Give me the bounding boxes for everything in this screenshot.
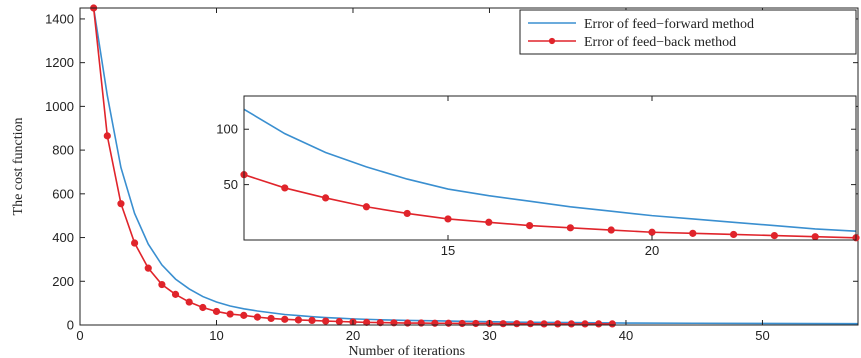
main-series-error-of-feed-back-method-point xyxy=(199,303,207,312)
inset-series-error-of-feed-back-method-point xyxy=(689,229,697,237)
main-series-error-of-feed-back-method-point xyxy=(335,317,343,326)
inset-y-tick-label: 100 xyxy=(216,122,238,137)
inset-series-error-of-feed-back-method-point xyxy=(648,228,656,236)
inset-plot-area xyxy=(244,96,856,240)
inset-series-error-of-feed-back-method-point xyxy=(485,218,493,226)
main-series-error-of-feed-back-method-point xyxy=(103,132,111,140)
legend-entry-error-of-feed-back-method-marker xyxy=(548,37,556,45)
main-series-error-of-feed-back-method-point xyxy=(376,319,384,327)
inset-series-error-of-feed-back-method-point xyxy=(770,231,779,240)
main-series-error-of-feed-back-method-point xyxy=(595,320,603,328)
main-series-error-of-feed-back-method-point xyxy=(240,311,248,319)
main-x-tick-label: 10 xyxy=(209,328,223,343)
legend-entry-error-of-feed-back-method-label: Error of feed−back method xyxy=(584,35,736,50)
main-y-tick-label: 800 xyxy=(52,143,74,158)
main-y-tick-label: 200 xyxy=(52,274,74,289)
main-series-error-of-feed-back-method-point xyxy=(226,310,234,318)
inset-series-error-of-feed-back-method-point xyxy=(730,230,738,239)
main-y-tick-label: 400 xyxy=(52,230,74,245)
inset-x-tick-label: 15 xyxy=(441,243,455,258)
inset-series-error-of-feed-back-method-point xyxy=(403,209,411,218)
main-x-tick-label: 40 xyxy=(619,328,633,343)
inset-series-error-of-feed-back-method-point xyxy=(444,215,452,223)
main-series-error-of-feed-back-method-point xyxy=(281,315,289,323)
main-series-error-of-feed-back-method-point xyxy=(554,320,562,328)
inset-x-tick-label: 20 xyxy=(645,243,659,258)
main-series-error-of-feed-back-method-point xyxy=(472,319,480,328)
main-series-error-of-feed-back-method-point xyxy=(390,319,398,327)
main-series-error-of-feed-forward-method-line xyxy=(92,7,858,325)
main-series-error-of-feed-back-method-point xyxy=(212,307,221,316)
main-series-error-of-feed-back-method-point xyxy=(253,313,262,321)
main-series-error-of-feed-back-method-point xyxy=(322,317,330,325)
main-x-tick-label: 0 xyxy=(76,328,83,343)
main-y-tick-label: 600 xyxy=(52,186,74,201)
main-series-error-of-feed-back-method-point xyxy=(267,314,275,323)
inset-series-error-of-feed-forward-method-line xyxy=(244,108,856,232)
legend: Error of feed−forward method Error of fee… xyxy=(519,9,857,55)
main-series-error-of-feed-back-method-point xyxy=(526,320,535,328)
inset-y-tick-label: 50 xyxy=(224,177,238,192)
main-y-tick-label: 0 xyxy=(67,318,74,333)
inset-series-error-of-feed-back-method-point xyxy=(526,222,534,230)
main-series-error-of-feed-back-method-point xyxy=(513,320,521,328)
legend-entry-error-of-feed-forward-method-label: Error of feed−forward method xyxy=(584,17,754,32)
legend-box xyxy=(519,9,857,55)
main-series-error-of-feed-back-method-point xyxy=(581,320,589,328)
main-series-error-of-feed-back-method-point xyxy=(294,316,302,324)
main-series-error-of-feed-back-method-point xyxy=(608,320,616,328)
main-y-tick-label: 1400 xyxy=(45,11,74,26)
main-series-error-of-feed-back-method-point xyxy=(185,298,193,306)
main-axes-frame xyxy=(79,7,859,326)
main-x-tick-label: 30 xyxy=(482,328,496,343)
y-axis-label: The cost function xyxy=(11,118,26,216)
inset-series-error-of-feed-back-method-point xyxy=(607,226,615,234)
main-y-tick-label: 1200 xyxy=(45,55,74,70)
inset-plot: 15 20 50 100 xyxy=(216,95,860,258)
inset-series-error-of-feed-back-method-point xyxy=(566,224,575,232)
main-series-error-of-feed-back-method-point xyxy=(171,290,180,298)
main-series-error-of-feed-back-method-point xyxy=(308,316,316,325)
inset-axes-frame xyxy=(243,95,857,241)
main-series-error-of-feed-back-method-point xyxy=(144,264,152,272)
main-series-error-of-feed-back-method-point xyxy=(117,200,125,208)
main-x-tick-label: 20 xyxy=(346,328,360,343)
main-series-error-of-feed-back-method-point xyxy=(131,239,139,247)
inset-series-error-of-feed-back-method-point xyxy=(811,233,819,241)
main-x-tick-label: 50 xyxy=(755,328,769,343)
x-axis-label: Number of iterations xyxy=(348,344,465,358)
main-y-tick-label: 1000 xyxy=(45,99,74,114)
inset-series-error-of-feed-back-method-point xyxy=(362,203,370,211)
inset-series-error-of-feed-back-method-point xyxy=(281,184,289,192)
inset-series-error-of-feed-back-method-point xyxy=(322,194,330,202)
main-series-error-of-feed-back-method-point xyxy=(158,280,166,289)
main-series-error-of-feed-back-method-point xyxy=(567,320,575,328)
main-series-error-of-feed-back-method-point xyxy=(458,319,466,328)
main-series-error-of-feed-back-method-point xyxy=(540,320,548,328)
main-series-error-of-feed-back-method-point xyxy=(499,320,507,328)
inset-series-error-of-feed-back-method-line xyxy=(244,173,856,239)
